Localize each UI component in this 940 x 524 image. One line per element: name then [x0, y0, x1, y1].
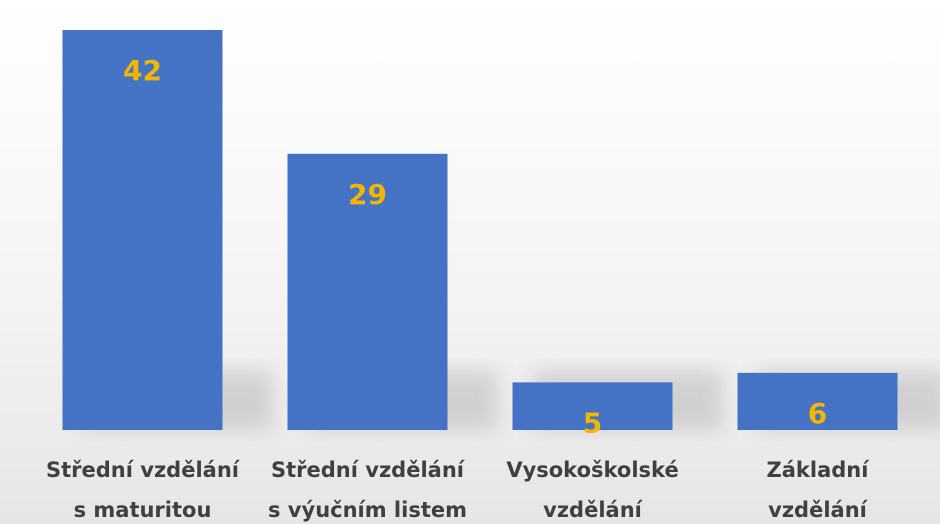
value-label: 42 [123, 54, 162, 87]
bar [287, 153, 448, 431]
bar [62, 30, 223, 430]
category-label: Vysokoškolské vzdělání [506, 458, 679, 522]
value-label: 5 [583, 406, 602, 439]
category-label: Střední vzdělání s maturitou [46, 458, 239, 522]
bar [512, 382, 673, 430]
bar [737, 372, 898, 430]
category-label: Základní vzdělání [766, 458, 869, 522]
value-label: 29 [348, 178, 387, 211]
category-label: Střední vzdělání s výučním listem [268, 458, 467, 522]
value-label: 6 [808, 397, 827, 430]
